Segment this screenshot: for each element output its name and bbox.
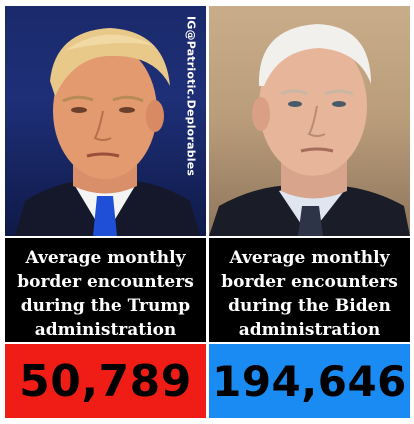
caption-line: during the Trump — [20, 296, 191, 316]
left-value: 50,789 — [5, 344, 206, 418]
right-panel: Average monthly border encounters during… — [209, 6, 410, 418]
left-caption: Average monthly border encounters during… — [5, 238, 206, 342]
caption-line: Average monthly — [229, 248, 390, 268]
caption-line: border encounters — [221, 272, 398, 292]
left-portrait-illustration — [15, 28, 200, 236]
right-portrait-photo — [209, 6, 410, 236]
left-panel: IG@Patriotic.Deplorables Average monthly… — [5, 6, 206, 418]
caption-line: Average monthly — [25, 248, 186, 268]
right-portrait-illustration — [209, 24, 410, 236]
caption-line: administration — [238, 320, 381, 340]
caption-line: during the Biden — [228, 296, 391, 316]
watermark-text: IG@Patriotic.Deplorables — [184, 16, 198, 177]
right-caption: Average monthly border encounters during… — [209, 238, 410, 342]
caption-line: administration — [34, 320, 177, 340]
left-portrait-photo: IG@Patriotic.Deplorables — [5, 6, 206, 236]
right-value: 194,646 — [209, 344, 410, 418]
caption-line: border encounters — [17, 272, 194, 292]
